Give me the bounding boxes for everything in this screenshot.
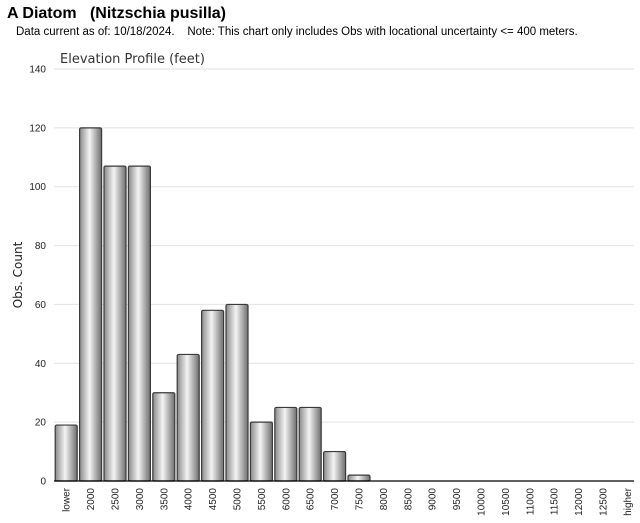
- x-tick-label: 9000: [428, 488, 439, 511]
- y-tick-label: 80: [35, 241, 47, 252]
- x-tick-label: 10500: [501, 488, 512, 516]
- y-tick-label: 60: [35, 300, 47, 311]
- x-tick-label: 12000: [574, 488, 585, 516]
- x-tick-label: 3500: [159, 488, 170, 511]
- y-tick-label: 120: [29, 123, 46, 134]
- x-tick-label: 6500: [306, 488, 317, 511]
- x-tick-label: 9500: [452, 488, 463, 511]
- x-tick-labels: lower 2000 2500 3000 3500 4000 4500 5000 5500 600…: [62, 487, 634, 515]
- bar-4000: [176, 353, 200, 482]
- x-tick-label: 7500: [355, 488, 366, 511]
- bar-3500: [152, 392, 176, 482]
- y-tick-label: 100: [29, 182, 46, 193]
- y-tick-label: 0: [40, 477, 46, 488]
- y-tick-labels: 0 20 40 60 80 100 120 140: [29, 65, 46, 488]
- x-tick-label: 5500: [257, 488, 268, 511]
- bar-3000: [127, 165, 151, 482]
- x-tick-label: 4000: [184, 488, 195, 511]
- bar-5500: [249, 421, 273, 482]
- bar-6000: [274, 406, 298, 482]
- x-tick-label: 5000: [233, 488, 244, 511]
- page-title: A Diatom (Nitzschia pusilla): [7, 5, 226, 22]
- bars: [54, 127, 371, 482]
- bar-5000: [225, 303, 249, 482]
- y-tick-label: 40: [35, 359, 47, 370]
- y-tick-label: 140: [29, 65, 46, 76]
- x-tick-label: 11000: [525, 488, 536, 516]
- x-tick-label: 11500: [550, 488, 561, 516]
- bar-2500: [103, 165, 127, 482]
- x-tick-label: lower: [62, 487, 73, 512]
- bar-2000: [78, 127, 103, 482]
- x-tick-label: 8000: [379, 488, 390, 511]
- x-tick-label: 7000: [330, 488, 341, 511]
- x-tick-label: higher: [623, 487, 634, 515]
- bar-lower: [54, 424, 78, 482]
- x-tick-label: 12500: [599, 488, 610, 516]
- x-tick-label: 2000: [86, 488, 97, 511]
- bar-7500: [347, 474, 371, 482]
- chart-title: Elevation Profile (feet): [60, 52, 205, 67]
- data-note: Data current as of: 10/18/2024. Note: Th…: [16, 26, 578, 38]
- x-tick-label: 8500: [403, 488, 414, 511]
- x-tick-label: 3000: [135, 488, 146, 511]
- y-axis-label: Obs. Count: [11, 241, 25, 308]
- bar-6500: [298, 406, 322, 482]
- x-tick-label: 2500: [111, 488, 122, 511]
- bar-4500: [201, 309, 225, 482]
- x-tick-label: 10000: [477, 488, 488, 516]
- y-tick-label: 20: [35, 418, 47, 429]
- bar-7000: [323, 450, 347, 482]
- x-tick-label: 4500: [208, 488, 219, 511]
- x-tick-label: 6000: [281, 488, 292, 511]
